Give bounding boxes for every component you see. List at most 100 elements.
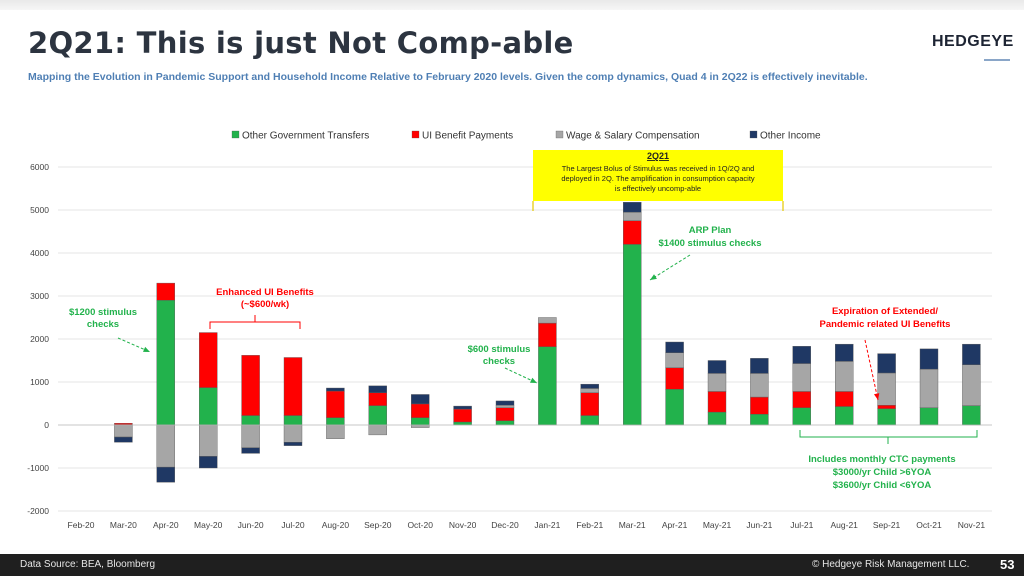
annotation-1200-stimulus: checks: [87, 319, 119, 330]
bar-segment: [495, 405, 515, 409]
bar-segment: [453, 421, 472, 426]
x-tick-label: Sep-20: [364, 520, 392, 530]
bar-segment: [368, 385, 387, 393]
bar-segment: [877, 353, 896, 374]
annotation-expiration-arrow: [864, 339, 879, 401]
y-tick-label: 0: [44, 420, 49, 430]
y-tick-label: 6000: [30, 162, 49, 172]
legend-swatch: [749, 130, 758, 139]
bar-segment: [198, 456, 218, 469]
bar-segment: [495, 420, 515, 426]
x-tick-label: May-20: [194, 520, 223, 530]
bar-segment: [326, 417, 345, 426]
annotation-arp-arrow-head: [650, 274, 657, 280]
bar-segment: [368, 392, 387, 406]
annotation-ctc: Includes monthly CTC payments: [808, 454, 955, 465]
legend-label: Other Government Transfers: [242, 131, 369, 142]
bar-segment: [198, 424, 218, 457]
hedgeye-logo: HEDGEYE: [932, 33, 1014, 50]
page-number: 53: [1000, 557, 1015, 572]
bar-segment: [114, 423, 133, 425]
annotation-arp-arrow: [649, 254, 691, 281]
stacked-bar-chart: 6000 5000 4000 3000 2000 1000 0 -1000 -2000 Other…: [27, 130, 992, 530]
bar-segment: [495, 400, 515, 406]
x-tick-label: Oct-20: [407, 520, 433, 530]
annotation-expiration-arrow-head: [873, 393, 880, 400]
x-tick-label: Nov-21: [958, 520, 986, 530]
legend-swatch: [411, 130, 420, 139]
bar-segment: [453, 405, 472, 410]
bar-segment: [962, 405, 981, 426]
slide-subtitle: Mapping the Evolution in Pandemic Suppor…: [28, 71, 868, 83]
bar-segment: [750, 396, 769, 415]
bar-segment: [156, 300, 176, 426]
logo-underline: [984, 59, 1010, 61]
bar-segment: [114, 424, 133, 438]
x-tick-label: Aug-21: [830, 520, 858, 530]
bar-segment: [792, 346, 811, 364]
legend-swatch: [231, 130, 240, 139]
x-tick-label: Sep-21: [873, 520, 901, 530]
annotation-enhanced-ui: (~$600/wk): [241, 299, 289, 310]
bar-segment: [623, 211, 642, 221]
y-tick-label: 4000: [30, 248, 49, 258]
annotation-arp-plan: ARP Plan: [689, 225, 732, 236]
annotation-600-arrow: [504, 367, 538, 384]
x-tick-label: Jul-20: [281, 520, 304, 530]
x-tick-label: Jun-21: [746, 520, 772, 530]
annotation-expiration: Expiration of Extended/: [832, 306, 938, 317]
callout-box: [533, 150, 783, 201]
bar-segment: [495, 407, 515, 421]
bar-segment: [156, 424, 176, 468]
footer-bar: Data Source: BEA, Bloomberg © Hedgeye Ri…: [0, 554, 1024, 576]
bar-segment: [962, 343, 981, 366]
annotation-enhanced-ui: Enhanced UI Benefits: [216, 287, 314, 298]
x-tick-label: Feb-21: [576, 520, 603, 530]
bar-segment: [538, 322, 557, 347]
x-tick-label: May-21: [703, 520, 732, 530]
bar-segment: [919, 368, 939, 409]
bar-segment: [623, 202, 642, 213]
annotation-ctc: $3600/yr Child <6YOA: [833, 480, 932, 491]
bar-segment: [962, 364, 981, 406]
bar-segment: [792, 407, 811, 426]
x-tick-label: Oct-21: [916, 520, 942, 530]
bar-segment: [241, 424, 260, 448]
bar-segment: [283, 415, 303, 426]
x-tick-label: Apr-20: [153, 520, 179, 530]
y-tick-label: -2000: [27, 506, 49, 516]
x-tick-label: Feb-20: [68, 520, 95, 530]
bar-segment: [835, 406, 854, 426]
y-tick-label: 2000: [30, 334, 49, 344]
bar-segment: [665, 367, 684, 390]
slide-title: 2Q21: This is just Not Comp-able: [28, 26, 574, 60]
bar-segment: [241, 447, 260, 454]
bar-segment: [411, 417, 430, 426]
bar-segment: [198, 387, 218, 426]
bar-segment: [707, 391, 727, 413]
callout-text: The Largest Bolus of Stimulus was receiv…: [562, 164, 755, 173]
bar-segment: [326, 387, 345, 392]
bar-segment: [877, 405, 896, 409]
bar-segment: [919, 348, 939, 370]
x-tick-label: Mar-20: [110, 520, 137, 530]
bar-segment: [750, 414, 769, 426]
bar-segment: [538, 346, 557, 426]
bar-segment: [665, 352, 684, 369]
bar-segment: [919, 407, 939, 426]
callout-text: is effectively uncomp-able: [615, 184, 701, 193]
annotation-600-stimulus: checks: [483, 356, 515, 367]
bar-segment: [877, 408, 896, 426]
bar-segment: [283, 442, 303, 446]
bar-segment: [835, 391, 854, 407]
x-tick-label: Nov-20: [449, 520, 477, 530]
bar-segment: [707, 360, 727, 374]
bar-segment: [283, 424, 303, 443]
bar-segment: [707, 373, 727, 392]
bar-segment: [580, 392, 599, 416]
annotation-1200-stimulus: $1200 stimulus: [69, 307, 137, 318]
x-tick-label: Jul-21: [790, 520, 813, 530]
bar-segment: [707, 411, 727, 426]
bar-segment: [368, 424, 387, 436]
bar-segment: [665, 389, 684, 426]
